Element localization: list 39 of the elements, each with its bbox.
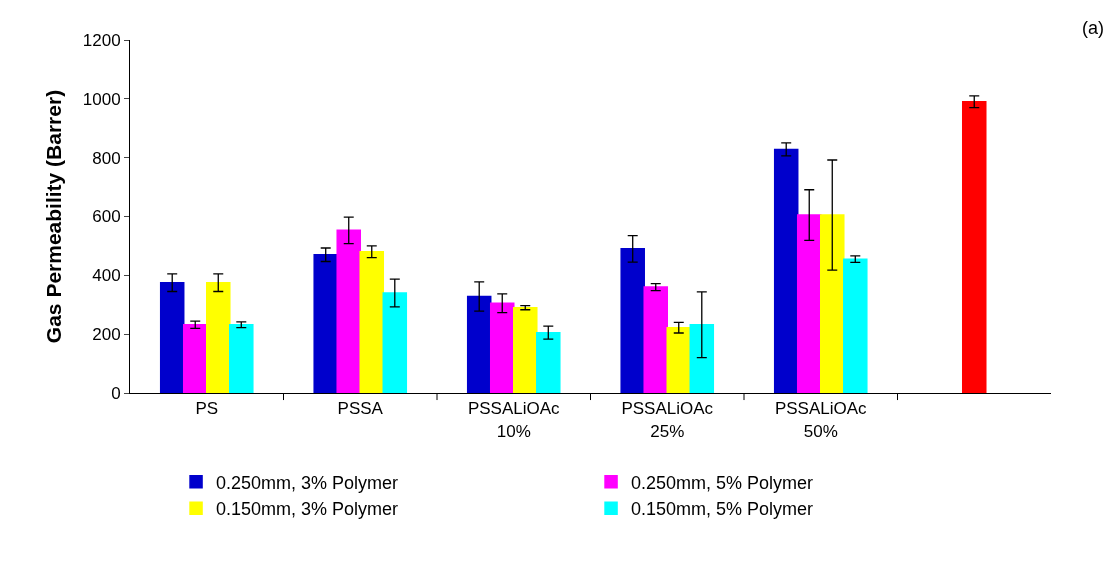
bar: [466, 295, 492, 393]
bar: [536, 331, 561, 393]
y-tick-label: 1000: [82, 89, 121, 109]
bar: [489, 302, 515, 393]
bar: [206, 281, 231, 393]
x-tick-label: PS: [195, 399, 219, 419]
bar: [182, 324, 208, 393]
y-tick-label: 1200: [82, 30, 121, 50]
legend-label: 0.250mm, 5% Polymer: [631, 472, 814, 493]
y-tick-label: 400: [92, 266, 121, 286]
bar: [773, 148, 799, 393]
bar: [313, 253, 338, 393]
y-tick-label: 0: [111, 383, 121, 403]
bar: [820, 214, 845, 393]
x-tick-label: PSSA: [337, 399, 384, 419]
bar: [843, 258, 868, 393]
x-tick-label: PSSALiOAc 25%: [621, 399, 714, 441]
legend-label: 0.250mm, 3% Polymer: [216, 472, 399, 493]
bar: [229, 324, 254, 393]
x-tick-label: PSSALiOAc 50%: [774, 399, 868, 441]
bar: [513, 306, 538, 393]
y-tick-label: 800: [92, 148, 121, 168]
legend-label: 0.150mm, 3% Polymer: [216, 499, 399, 520]
bar: [961, 101, 987, 393]
bar: [159, 281, 185, 393]
bar: [620, 248, 645, 393]
y-tick-label: 600: [92, 207, 121, 227]
bar: [796, 214, 822, 393]
text: (a): [1082, 18, 1104, 38]
bar: [689, 324, 715, 393]
bar: [382, 292, 408, 393]
y-tick-label: 200: [92, 325, 121, 345]
legend-label: 0.150mm, 5% Polymer: [631, 499, 814, 520]
bar: [359, 251, 385, 393]
y-axis-title: Gas Permeability (Barrer): [41, 89, 65, 344]
bar: [643, 286, 668, 393]
bar: [666, 326, 692, 393]
x-tick-label: PSSALiOAc 10%: [467, 399, 561, 441]
bar: [336, 229, 361, 393]
